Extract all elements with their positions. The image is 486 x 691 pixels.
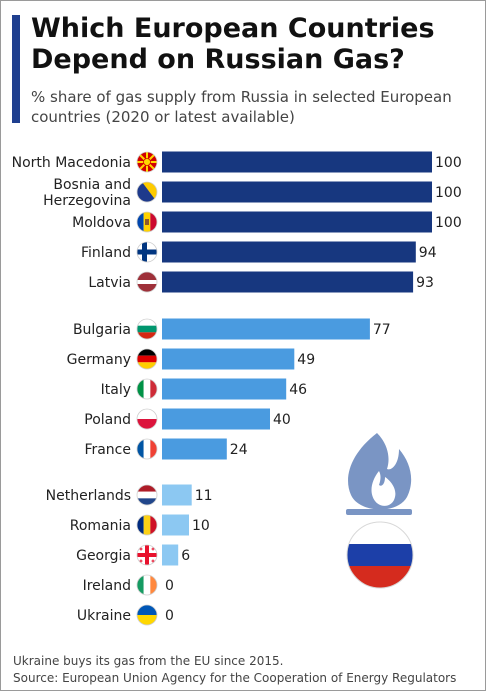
category-label: Netherlands (46, 488, 131, 504)
georgia-flag-icon (136, 544, 158, 566)
value-label: 6 (181, 548, 190, 564)
germany-flag-icon (136, 348, 158, 370)
value-label: 24 (230, 442, 248, 458)
category-label: Georgia (76, 548, 131, 564)
romania-flag-icon (136, 514, 158, 536)
value-label: 100 (435, 185, 462, 201)
bar (162, 241, 416, 263)
bar (162, 348, 295, 370)
category-label: Italy (101, 382, 131, 398)
category-label: Ireland (83, 578, 131, 594)
decor-layer (346, 433, 414, 589)
category-label: Moldova (72, 215, 131, 231)
category-label: Latvia (88, 275, 131, 291)
bar (162, 271, 414, 293)
chart-notes: Ukraine buys its gas from the EU since 2… (13, 653, 483, 687)
russia-flag-icon (346, 521, 414, 589)
category-label: Bosnia and Herzegovina (43, 177, 131, 209)
value-label: 77 (373, 322, 391, 338)
north-macedonia-flag-icon (136, 151, 158, 173)
bar (162, 514, 189, 536)
category-label: North Macedonia (12, 155, 131, 171)
value-label: 49 (297, 352, 315, 368)
chart-subtitle: % share of gas supply from Russia in sel… (31, 88, 452, 126)
source-note: Source: European Union Agency for the Co… (13, 671, 457, 685)
finland-flag-icon (136, 241, 158, 263)
value-label: 10 (192, 518, 210, 534)
bar (162, 378, 287, 400)
category-label: Finland (81, 245, 131, 261)
value-label: 0 (165, 578, 174, 594)
category-label: France (84, 442, 131, 458)
value-label: 100 (435, 155, 462, 171)
bar (162, 544, 179, 566)
bar (162, 408, 270, 430)
poland-flag-icon (136, 408, 158, 430)
value-label: 0 (165, 608, 174, 624)
netherlands-flag-icon (136, 484, 158, 506)
latvia-flag-icon (136, 271, 158, 293)
moldova-flag-icon (136, 211, 158, 233)
footnote: Ukraine buys its gas from the EU since 2… (13, 654, 284, 668)
bar (162, 211, 432, 233)
france-flag-icon (136, 438, 158, 460)
category-label: Germany (67, 352, 131, 368)
category-label: Romania (70, 518, 131, 534)
italy-flag-icon (136, 378, 158, 400)
ireland-flag-icon (136, 574, 158, 596)
bar (162, 484, 192, 506)
value-label: 100 (435, 215, 462, 231)
ukraine-flag-icon (136, 604, 158, 626)
title-accent-bar (12, 15, 20, 123)
chart-title: Which European Countries Depend on Russi… (31, 13, 435, 75)
category-label: Ukraine (77, 608, 131, 624)
gas-flame-icon (346, 433, 412, 515)
bulgaria-flag-icon (136, 318, 158, 340)
bar (162, 318, 370, 340)
value-label: 40 (273, 412, 291, 428)
bar (162, 181, 432, 203)
value-label: 11 (195, 488, 213, 504)
category-label: Poland (84, 412, 131, 428)
value-label: 46 (289, 382, 307, 398)
category-label: Bulgaria (73, 322, 131, 338)
value-label: 94 (419, 245, 437, 261)
bar (162, 438, 227, 460)
bar (162, 151, 432, 173)
value-label: 93 (416, 275, 434, 291)
bosnia-flag-icon (136, 181, 158, 203)
